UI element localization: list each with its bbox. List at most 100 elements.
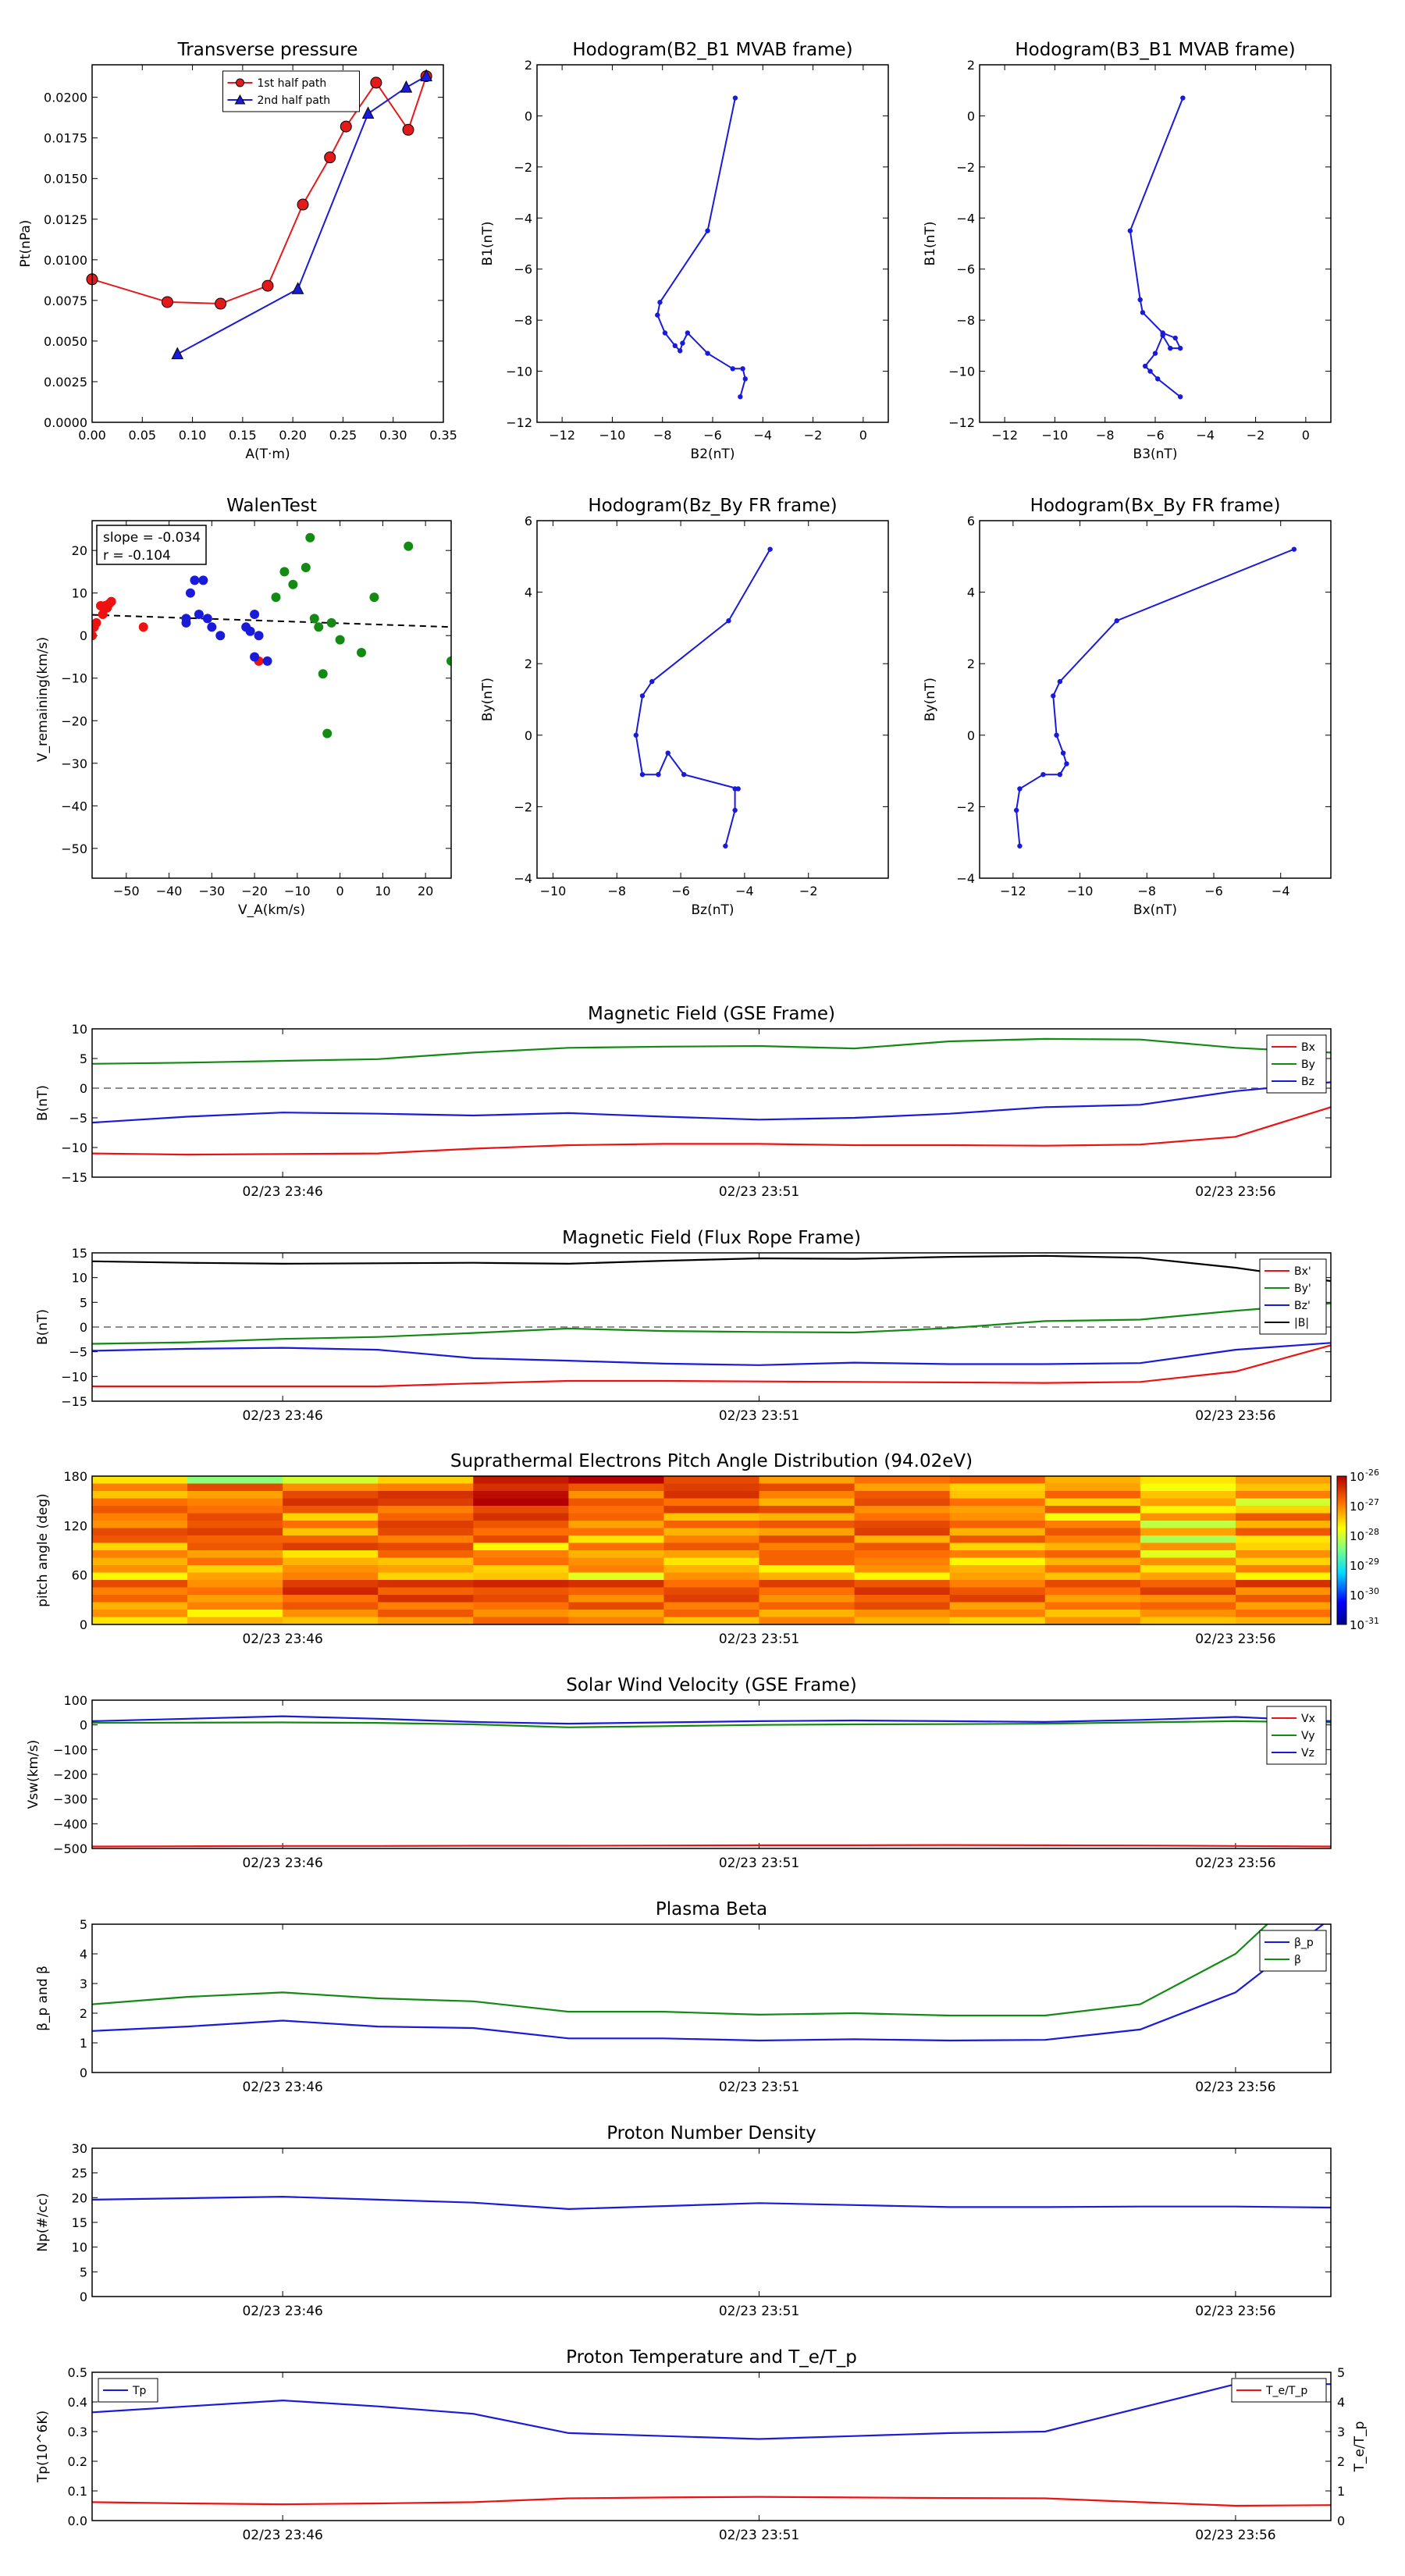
p3-data-point — [1152, 350, 1158, 356]
p9-heatmap-cell — [92, 1491, 188, 1499]
p4-xtick-label: −40 — [156, 884, 183, 898]
p8-ytick-label: 0 — [80, 1320, 87, 1335]
p3-xtick-label: 0 — [1302, 428, 1310, 443]
p6-ytick-label: 4 — [967, 585, 975, 600]
p4-scatter-point — [207, 622, 217, 632]
p9-heatmap-cell — [663, 1542, 760, 1551]
p5-data-point — [732, 786, 738, 792]
p9-heatmap-cell — [854, 1565, 951, 1573]
p9-heatmap-cell — [663, 1498, 760, 1507]
p8-ytick-label: −15 — [61, 1394, 87, 1409]
p9-heatmap-cell — [854, 1572, 951, 1581]
p3-data-point — [1147, 368, 1153, 374]
p13-ytick-label: 0.4 — [68, 2395, 87, 2410]
p9-heatmap-cell — [378, 1535, 474, 1543]
p1-data-point — [340, 120, 352, 133]
p4-ytick-label: −10 — [61, 671, 87, 686]
p9-heatmap-cell — [854, 1610, 951, 1617]
p9-heatmap-cell — [1140, 1617, 1236, 1625]
p9-heatmap-cell — [854, 1587, 951, 1596]
p9-heatmap-cell — [378, 1506, 474, 1514]
p9-heatmap-cell — [92, 1476, 188, 1484]
p2-ytick-label: 2 — [525, 58, 532, 73]
p9-heatmap-cell — [663, 1602, 760, 1610]
p1-xtick-label: 0.00 — [78, 428, 106, 443]
p1-xtick-label: 0.30 — [379, 428, 407, 443]
p3-ytick-label: 0 — [967, 109, 975, 123]
p8-series-2 — [92, 1342, 1331, 1366]
p7-time-tick-label: 02/23 23:56 — [1195, 1184, 1275, 1200]
p5-xtick-label: −2 — [799, 884, 818, 898]
p9-heatmap-cell — [854, 1602, 951, 1610]
p9-heatmap-cell — [473, 1506, 569, 1514]
p2-series-line-0 — [656, 98, 746, 397]
p9-heatmap-cell — [949, 1513, 1046, 1521]
p2-ytick-label: −2 — [514, 160, 532, 175]
p7-ytick-label: 5 — [80, 1051, 87, 1066]
p9-heatmap-cell — [283, 1542, 379, 1551]
p1-xtick-label: 0.35 — [429, 428, 457, 443]
p2-ytick-label: −10 — [506, 365, 532, 379]
p4-scatter-point — [106, 596, 116, 607]
p11-legend-label: β — [1294, 1954, 1301, 1966]
p9-heatmap-cell — [1235, 1572, 1332, 1581]
p9-heatmap-cell — [473, 1557, 569, 1566]
p9-heatmap-cell — [663, 1483, 760, 1492]
p9-heatmap-cell — [854, 1491, 951, 1499]
p10-ylabel: Vsw(km/s) — [26, 1740, 41, 1809]
p9-heatmap-cell — [759, 1498, 855, 1507]
p13-ytick-label: 0.3 — [68, 2425, 87, 2439]
p13-time-tick-label: 02/23 23:51 — [719, 2528, 799, 2543]
p5-data-point — [723, 843, 728, 849]
p9-heatmap-cell — [187, 1491, 283, 1499]
p9-heatmap-cell — [759, 1580, 855, 1588]
p9-heatmap-cell — [663, 1506, 760, 1514]
p5-xtick-label: −8 — [607, 884, 626, 898]
p9-heatmap-cell — [1235, 1476, 1332, 1484]
p1-ylabel: Pt(nPa) — [18, 220, 34, 268]
p9-heatmap-cell — [854, 1550, 951, 1558]
p8-axes-frame — [91, 1252, 1332, 1402]
p9-heatmap-cell — [1140, 1572, 1236, 1581]
p9-heatmap-cell — [949, 1476, 1046, 1484]
p2-data-point — [662, 330, 668, 336]
p11-ytick-label: 2 — [80, 2006, 87, 2021]
p3-data-point — [1168, 345, 1173, 351]
p9-heatmap-cell — [187, 1595, 283, 1603]
p10-ytick-label: −500 — [53, 1841, 87, 1856]
p11-ytick-label: 0 — [80, 2065, 87, 2080]
p9-colorbar-label: 10 — [1350, 1500, 1364, 1514]
p9-heatmap-cell — [1044, 1557, 1141, 1566]
p3-ytick-label: −12 — [948, 415, 975, 430]
p9-heatmap-cell — [949, 1587, 1046, 1596]
p4-ylabel: V_remaining(km/s) — [35, 637, 51, 762]
p9-colorbar-exponent: -27 — [1365, 1497, 1379, 1507]
p9-heatmap-cell — [759, 1483, 855, 1492]
p12-ytick-label: 5 — [80, 2265, 87, 2279]
p6-xtick-label: −4 — [1272, 884, 1290, 898]
p4-xtick-label: 0 — [336, 884, 344, 898]
p4-scatter-point — [92, 622, 99, 632]
p12-axes-frame — [91, 2147, 1332, 2297]
p9-heatmap-cell — [568, 1483, 664, 1492]
p9-time-tick-label: 02/23 23:51 — [719, 1631, 799, 1647]
p6-data-point — [1060, 750, 1066, 756]
p1-xtick-label: 0.10 — [179, 428, 207, 443]
p8-time-tick-label: 02/23 23:51 — [719, 1408, 799, 1424]
p9-heatmap-cell — [854, 1595, 951, 1603]
p3-xtick-label: −8 — [1096, 428, 1115, 443]
p12-time-tick-label: 02/23 23:51 — [719, 2304, 799, 2319]
p9-heatmap-cell — [949, 1483, 1046, 1492]
p9-heatmap-cell — [378, 1580, 474, 1588]
p6-data-point — [1057, 678, 1063, 685]
p6-data-point — [1114, 618, 1119, 624]
p4-ytick-label: −50 — [61, 841, 87, 856]
p10-legend-label: Vy — [1301, 1730, 1315, 1742]
p9-heatmap-cell — [568, 1476, 664, 1484]
p4-scatter-point — [271, 592, 281, 603]
p9-heatmap-cell — [854, 1535, 951, 1543]
p4-annotation-box — [96, 525, 207, 565]
p9-heatmap-cell — [568, 1595, 664, 1603]
p9-heatmap-cell — [759, 1610, 855, 1617]
p9-heatmap-cell — [1044, 1498, 1141, 1507]
